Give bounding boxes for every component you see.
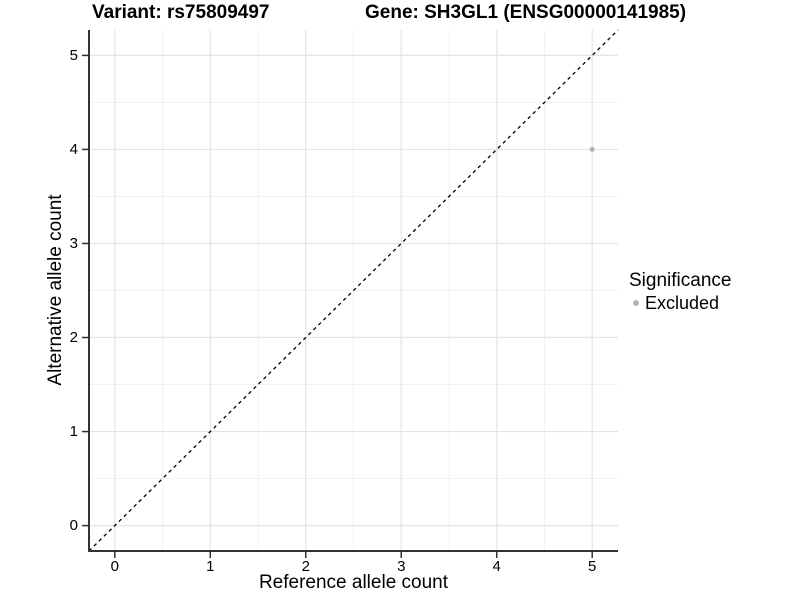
y-tick-label: 2 <box>70 329 78 346</box>
y-tick-label: 4 <box>70 141 78 158</box>
legend: Significance Excluded <box>629 270 731 313</box>
x-axis-title: Reference allele count <box>258 572 449 593</box>
legend-title: Significance <box>629 270 732 291</box>
x-tick-label: 5 <box>588 558 596 575</box>
y-axis-title: Alternative allele count <box>45 194 66 386</box>
x-tick-label: 4 <box>493 558 501 575</box>
y-tick-label: 0 <box>70 517 78 534</box>
x-tick-label: 2 <box>302 558 310 575</box>
plot-title-variant: Variant: rs75809497 <box>92 2 270 23</box>
y-tick-label: 1 <box>70 423 78 440</box>
legend-item-excluded: Excluded <box>629 293 731 313</box>
x-tick-label: 3 <box>397 558 405 575</box>
data-point <box>589 146 595 152</box>
y-tick-label: 3 <box>70 235 78 252</box>
x-tick-label: 0 <box>111 558 119 575</box>
plot-title-gene: Gene: SH3GL1 (ENSG00000141985) <box>365 2 687 23</box>
x-tick-label: 1 <box>206 558 214 575</box>
identity-dashed-line <box>88 29 619 552</box>
excluded-point-icon <box>633 300 639 306</box>
y-tick-label: 5 <box>70 47 78 64</box>
legend-label-excluded: Excluded <box>645 293 720 313</box>
